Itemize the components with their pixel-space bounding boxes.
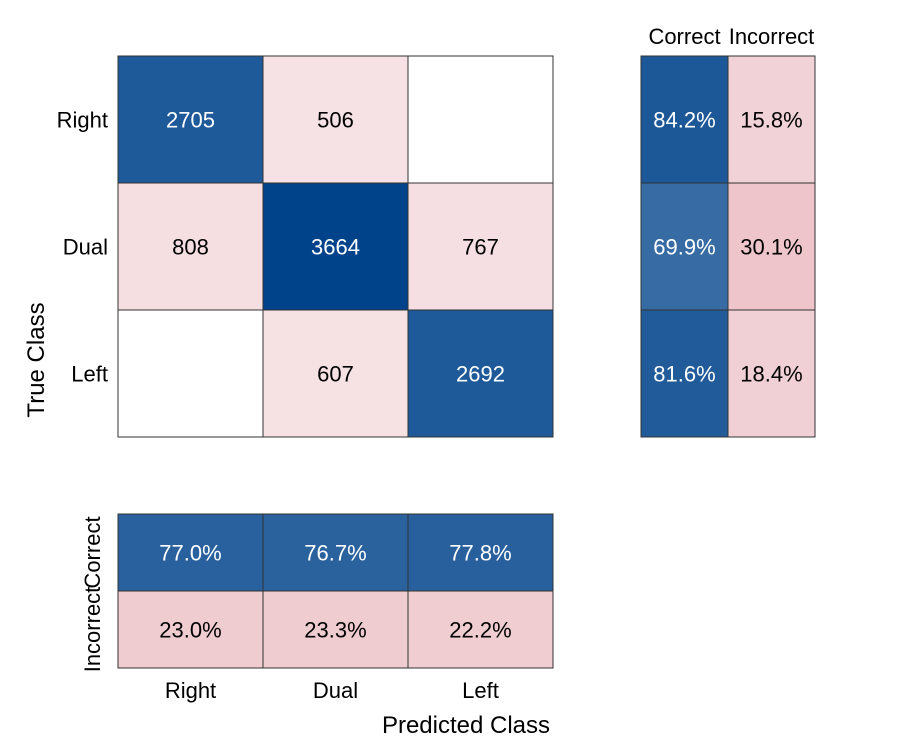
row-correct-value: 84.2%	[653, 108, 715, 133]
column-correct-cell	[262, 513, 409, 592]
row-correct-cell	[640, 309, 729, 438]
column-summary-matrix: 77.0% 76.7% 77.8% 23.0% 23.3% 22.2% CorrectInc…	[80, 513, 554, 673]
row-incorrect-value: 18.4%	[740, 362, 802, 387]
matrix-cell	[117, 182, 264, 311]
axis-labels: Right Dual Left Right Dual Left Predicted Clas…	[23, 108, 550, 740]
column-incorrect-cell	[262, 590, 409, 669]
column-summary-header: Correct	[80, 516, 105, 588]
matrix-cell	[117, 309, 264, 438]
column-incorrect-value: 23.0%	[159, 618, 221, 643]
column-summary-header: Incorrect	[80, 587, 105, 673]
matrix-cell-value: 808	[172, 235, 209, 260]
column-incorrect-cell	[117, 590, 264, 669]
matrix-cell-value: 607	[317, 362, 354, 387]
row-correct-cell	[640, 182, 729, 311]
column-incorrect-value: 22.2%	[449, 618, 511, 643]
column-correct-value: 76.7%	[304, 541, 366, 566]
matrix-cell	[117, 55, 264, 184]
row-correct-value: 69.9%	[653, 235, 715, 260]
matrix-cell-value: 506	[317, 108, 354, 133]
row-correct-cell	[640, 55, 729, 184]
row-incorrect-cell	[727, 182, 816, 311]
x-tick-label: Left	[462, 678, 499, 703]
row-incorrect-value: 30.1%	[740, 235, 802, 260]
row-summary-header: Incorrect	[729, 24, 815, 49]
column-correct-cell	[117, 513, 264, 592]
column-correct-value: 77.0%	[159, 541, 221, 566]
y-axis-title: True Class	[23, 302, 50, 417]
matrix-cell	[262, 55, 409, 184]
matrix-cell	[262, 182, 409, 311]
row-correct-value: 81.6%	[653, 362, 715, 387]
confusion-matrix: 2705 506 808 3664 767 607 2692	[117, 55, 554, 438]
matrix-cell-value: 767	[462, 235, 499, 260]
y-tick-label: Left	[71, 362, 108, 387]
y-tick-label: Dual	[63, 235, 108, 260]
matrix-cell	[407, 182, 554, 311]
column-correct-cell	[407, 513, 554, 592]
row-incorrect-value: 15.8%	[740, 108, 802, 133]
x-tick-label: Dual	[313, 678, 358, 703]
row-summary-matrix: 84.2% 15.8% 69.9% 30.1% 81.6% 18.4% Correct Inc…	[640, 24, 816, 438]
row-summary-header: Correct	[648, 24, 720, 49]
row-incorrect-cell	[727, 309, 816, 438]
x-axis-title: Predicted Class	[382, 712, 550, 739]
matrix-cell	[407, 309, 554, 438]
column-incorrect-cell	[407, 590, 554, 669]
matrix-cell-value: 2705	[166, 108, 215, 133]
x-tick-label: Right	[165, 678, 216, 703]
matrix-cell	[407, 55, 554, 184]
y-tick-label: Right	[57, 108, 108, 133]
matrix-cell-value: 2692	[456, 362, 505, 387]
column-incorrect-value: 23.3%	[304, 618, 366, 643]
matrix-cell	[262, 309, 409, 438]
matrix-cell-value: 3664	[311, 235, 360, 260]
column-correct-value: 77.8%	[449, 541, 511, 566]
